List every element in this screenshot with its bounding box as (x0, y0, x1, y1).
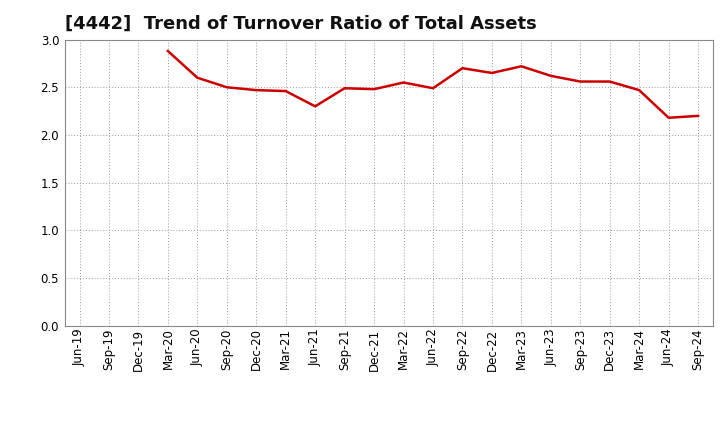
Text: [4442]  Trend of Turnover Ratio of Total Assets: [4442] Trend of Turnover Ratio of Total … (65, 15, 536, 33)
